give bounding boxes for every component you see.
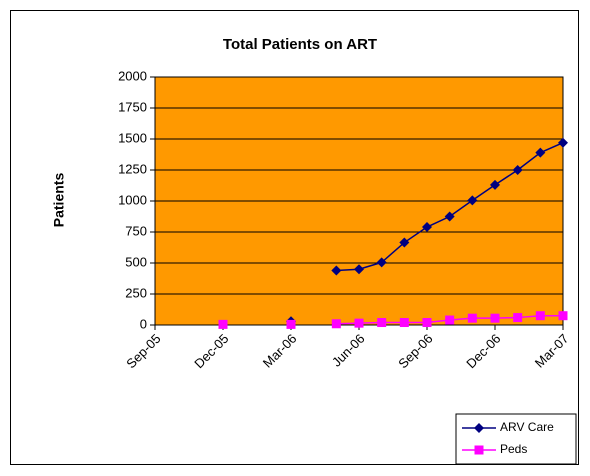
data-point [490,313,500,323]
legend-label: Peds [500,442,527,456]
legend-label: ARV Care [500,420,554,434]
y-tick-label: 1750 [118,99,147,114]
legend-marker [474,423,484,433]
data-point [422,318,432,328]
data-point [399,237,410,248]
data-point [467,313,477,323]
data-point [331,319,341,329]
data-point [513,313,523,323]
y-tick-label: 750 [125,223,147,238]
data-point [444,211,455,222]
y-tick-label: 1250 [118,161,147,176]
data-point [377,318,387,328]
data-point [535,311,545,321]
data-point [512,165,523,175]
data-point [218,319,228,329]
data-point [467,195,478,206]
data-point [286,319,296,329]
data-point [558,137,568,148]
chart-title: Total Patients on ART [223,36,377,53]
y-tick-label: 500 [125,254,147,269]
data-point [376,257,387,268]
data-point [490,179,500,190]
y-tick-label: 250 [125,285,147,300]
y-tick-label: 0 [140,316,147,331]
data-point [535,147,546,158]
y-tick-label: 2000 [118,68,147,83]
y-tick-label: 1500 [118,130,147,145]
data-point [331,265,342,276]
data-point [445,315,455,325]
legend-marker [474,445,484,455]
legend-box [455,413,577,465]
data-point [399,318,409,328]
y-axis-label: Patients [51,173,67,228]
y-tick-label: 1000 [118,192,147,207]
data-point [422,222,432,233]
data-point [354,318,364,328]
data-point [354,264,364,275]
data-point [558,311,568,321]
